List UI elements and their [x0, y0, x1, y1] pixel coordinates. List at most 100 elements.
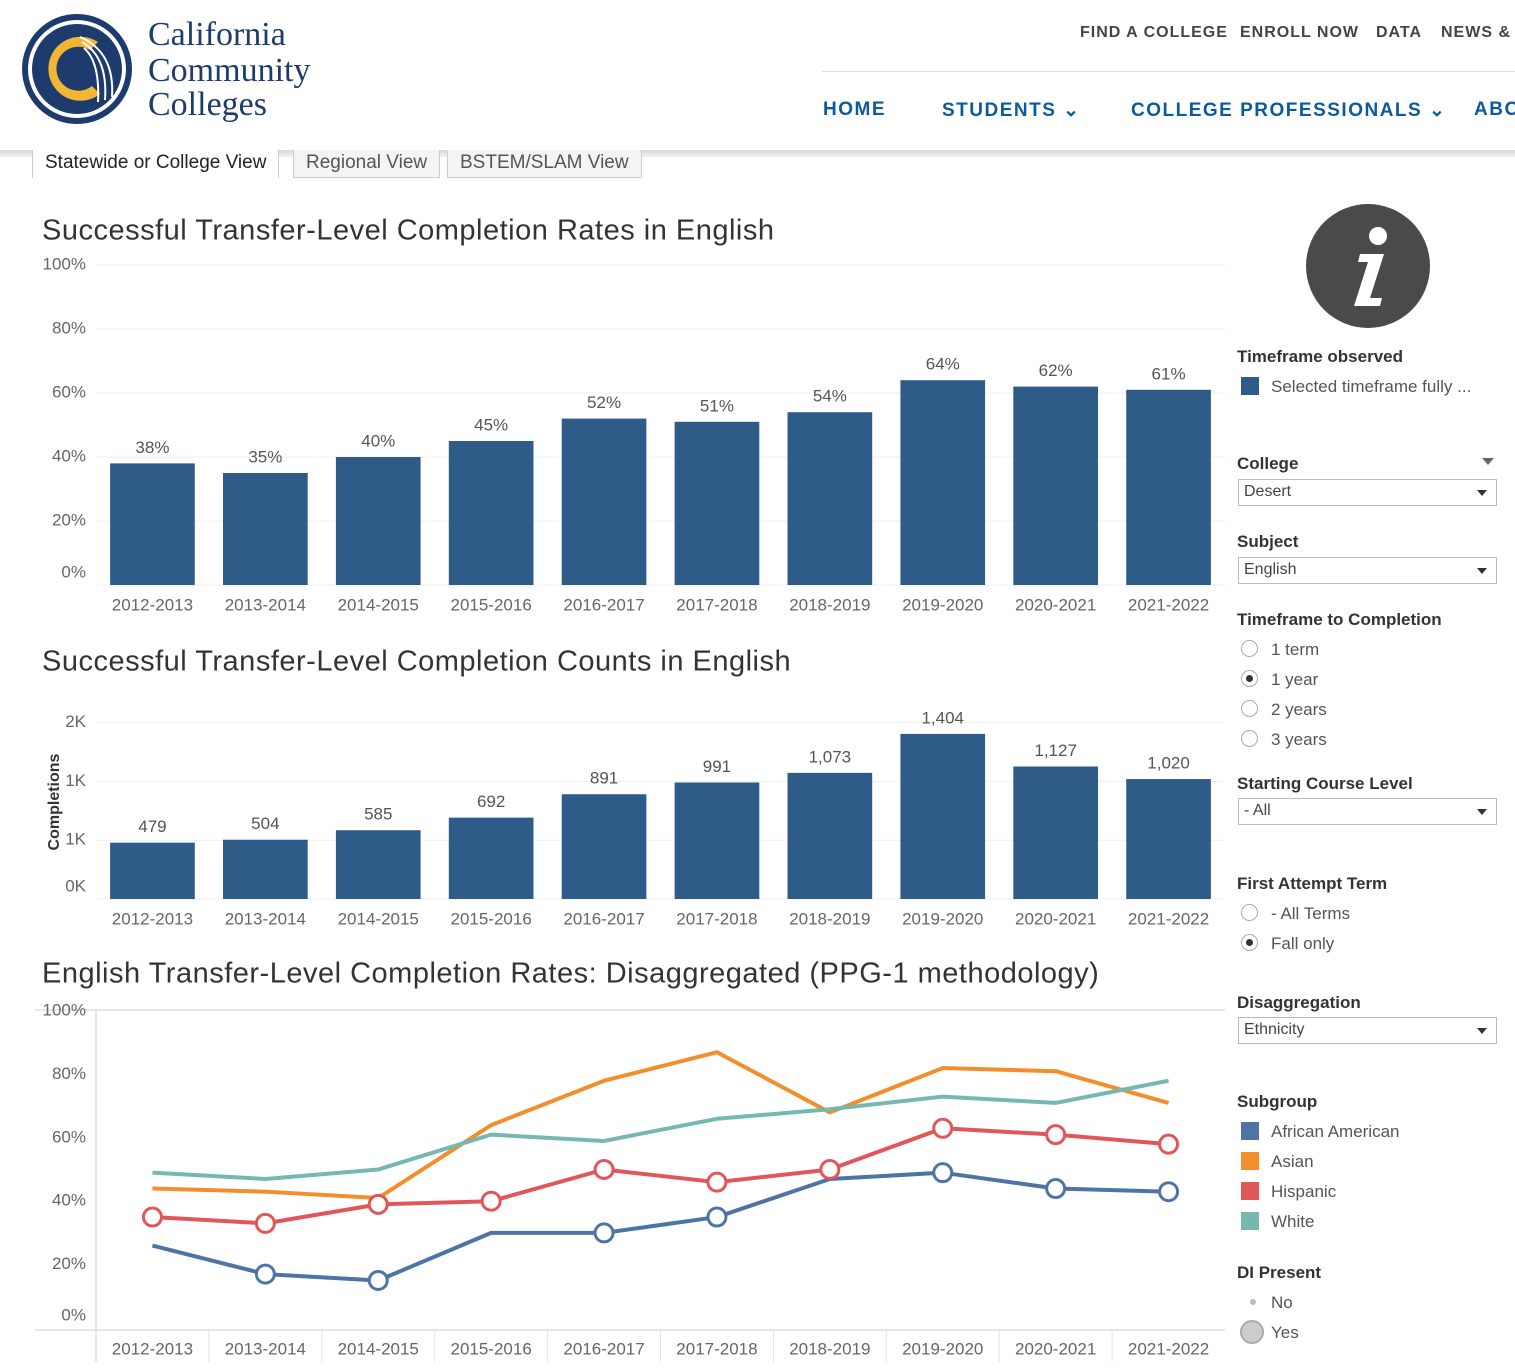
radio-button[interactable]: [1241, 934, 1258, 951]
legend-text: Hispanic: [1271, 1182, 1337, 1201]
legend-item[interactable]: Yes: [1237, 1320, 1299, 1344]
bar: [223, 839, 308, 899]
dropdown[interactable]: Ethnicity: [1238, 1017, 1497, 1044]
radio-option[interactable]: 3 years: [1237, 730, 1327, 750]
legend-swatch: [1241, 1182, 1259, 1200]
y-tick-label: 0%: [61, 1305, 86, 1324]
legend-item[interactable]: Hispanic: [1237, 1182, 1336, 1202]
top-nav-link[interactable]: NEWS & I: [1441, 24, 1515, 41]
legend-text: Yes: [1271, 1323, 1299, 1342]
radio-button[interactable]: [1241, 904, 1258, 921]
legend-text: Selected timeframe fully ...: [1271, 377, 1472, 396]
legend-item[interactable]: African American: [1237, 1122, 1400, 1142]
dropdown[interactable]: Desert: [1238, 479, 1497, 506]
main-nav-label[interactable]: COLLEGE PROFESSIONALS: [1131, 100, 1423, 121]
main-nav-link[interactable]: STUDENTS ⌄: [942, 100, 1081, 121]
bar: [448, 441, 534, 585]
data-label: 64%: [926, 355, 960, 374]
tab[interactable]: Statewide or College View: [32, 150, 280, 178]
di-marker: [932, 1162, 954, 1184]
logo-emblem[interactable]: [20, 12, 134, 126]
bar: [1013, 386, 1098, 585]
main-nav-link[interactable]: COLLEGE PROFESSIONALS ⌄: [1131, 100, 1447, 121]
y-tick-label: 2K: [65, 712, 86, 731]
data-label: 54%: [813, 387, 847, 406]
radio-option[interactable]: 2 years: [1237, 700, 1327, 720]
legend-item[interactable]: Asian: [1237, 1152, 1314, 1172]
y-tick-label: 80%: [52, 318, 86, 337]
data-label: 991: [703, 757, 731, 776]
x-tick-label: 2015-2016: [450, 909, 531, 928]
radio-button[interactable]: [1241, 670, 1258, 687]
bar: [1013, 766, 1098, 899]
logo-text[interactable]: California: [148, 16, 286, 53]
legend-item[interactable]: Selected timeframe fully ...: [1237, 377, 1471, 397]
legend-dot: [1250, 1299, 1256, 1305]
y-tick-label: 1K: [65, 830, 86, 849]
main-nav-label[interactable]: STUDENTS: [942, 100, 1057, 121]
top-nav-link[interactable]: FIND A COLLEGE: [1080, 24, 1228, 41]
top-nav-link[interactable]: DATA: [1376, 24, 1423, 41]
series-line: [152, 1050, 1170, 1201]
radio-button[interactable]: [1241, 700, 1258, 717]
radio-label: - All Terms: [1271, 904, 1351, 923]
x-tick-label: 2013-2014: [225, 909, 306, 928]
x-tick-label: 2019-2020: [902, 1339, 983, 1358]
bar: [900, 380, 986, 585]
legend-item[interactable]: No: [1237, 1293, 1293, 1313]
legend-text: White: [1271, 1212, 1315, 1231]
radio-option[interactable]: - All Terms: [1237, 904, 1350, 924]
radio-option[interactable]: 1 year: [1237, 670, 1318, 690]
di-marker: [254, 1263, 276, 1285]
main-nav-link[interactable]: HOME: [823, 99, 886, 120]
dropdown[interactable]: English: [1238, 557, 1497, 584]
dropdown[interactable]: - All: [1238, 798, 1497, 825]
radio-option[interactable]: 1 term: [1237, 640, 1319, 660]
data-label: 35%: [248, 447, 282, 466]
x-tick-label: 2013-2014: [225, 595, 306, 614]
radio-label: Fall only: [1271, 934, 1335, 953]
main-nav-link[interactable]: ABO: [1474, 99, 1515, 120]
radio-button[interactable]: [1241, 730, 1258, 747]
y-tick-label: 1K: [65, 771, 86, 790]
legend-swatch: [1241, 1212, 1259, 1230]
bar: [223, 473, 308, 585]
data-label: 1,073: [809, 747, 852, 766]
filter-label: DI Present: [1237, 1263, 1322, 1282]
x-tick-label: 2019-2020: [902, 909, 983, 928]
x-tick-label: 2016-2017: [563, 595, 644, 614]
filter-label: Starting Course Level: [1237, 774, 1413, 793]
di-marker: [819, 1159, 841, 1180]
x-tick-label: 2014-2015: [338, 909, 419, 928]
data-label: 585: [364, 805, 392, 824]
data-label: 692: [477, 792, 505, 811]
x-tick-label: 2013-2014: [225, 1339, 306, 1358]
top-nav-link[interactable]: ENROLL NOW: [1240, 24, 1360, 41]
legend-text: No: [1271, 1293, 1293, 1312]
x-tick-label: 2020-2021: [1015, 595, 1096, 614]
tab[interactable]: Regional View: [293, 150, 441, 178]
tab[interactable]: BSTEM/SLAM View: [447, 150, 642, 178]
logo-text[interactable]: Colleges: [148, 86, 267, 123]
radio-option[interactable]: Fall only: [1237, 934, 1334, 954]
data-label: 40%: [361, 431, 395, 450]
bar: [561, 418, 647, 585]
radio-label: 1 year: [1271, 670, 1319, 689]
filter-menu-arrow[interactable]: [1482, 458, 1494, 471]
logo-text[interactable]: Community: [148, 52, 311, 89]
x-tick-label: 2021-2022: [1128, 1339, 1209, 1358]
y-tick-label: 40%: [52, 446, 86, 465]
nav-divider: [822, 71, 1515, 72]
radio-button[interactable]: [1241, 640, 1258, 657]
x-tick-label: 2017-2018: [676, 1339, 757, 1358]
bar: [1126, 779, 1211, 899]
series-line: [152, 1126, 1169, 1226]
bar: [787, 772, 873, 899]
x-tick-label: 2020-2021: [1015, 909, 1096, 928]
radio-label: 2 years: [1271, 700, 1327, 719]
legend-text: African American: [1271, 1122, 1400, 1141]
di-marker: [706, 1206, 728, 1228]
legend-item[interactable]: White: [1237, 1212, 1314, 1232]
info-icon[interactable]: [1304, 202, 1432, 330]
y-tick-label: 60%: [52, 1127, 86, 1146]
